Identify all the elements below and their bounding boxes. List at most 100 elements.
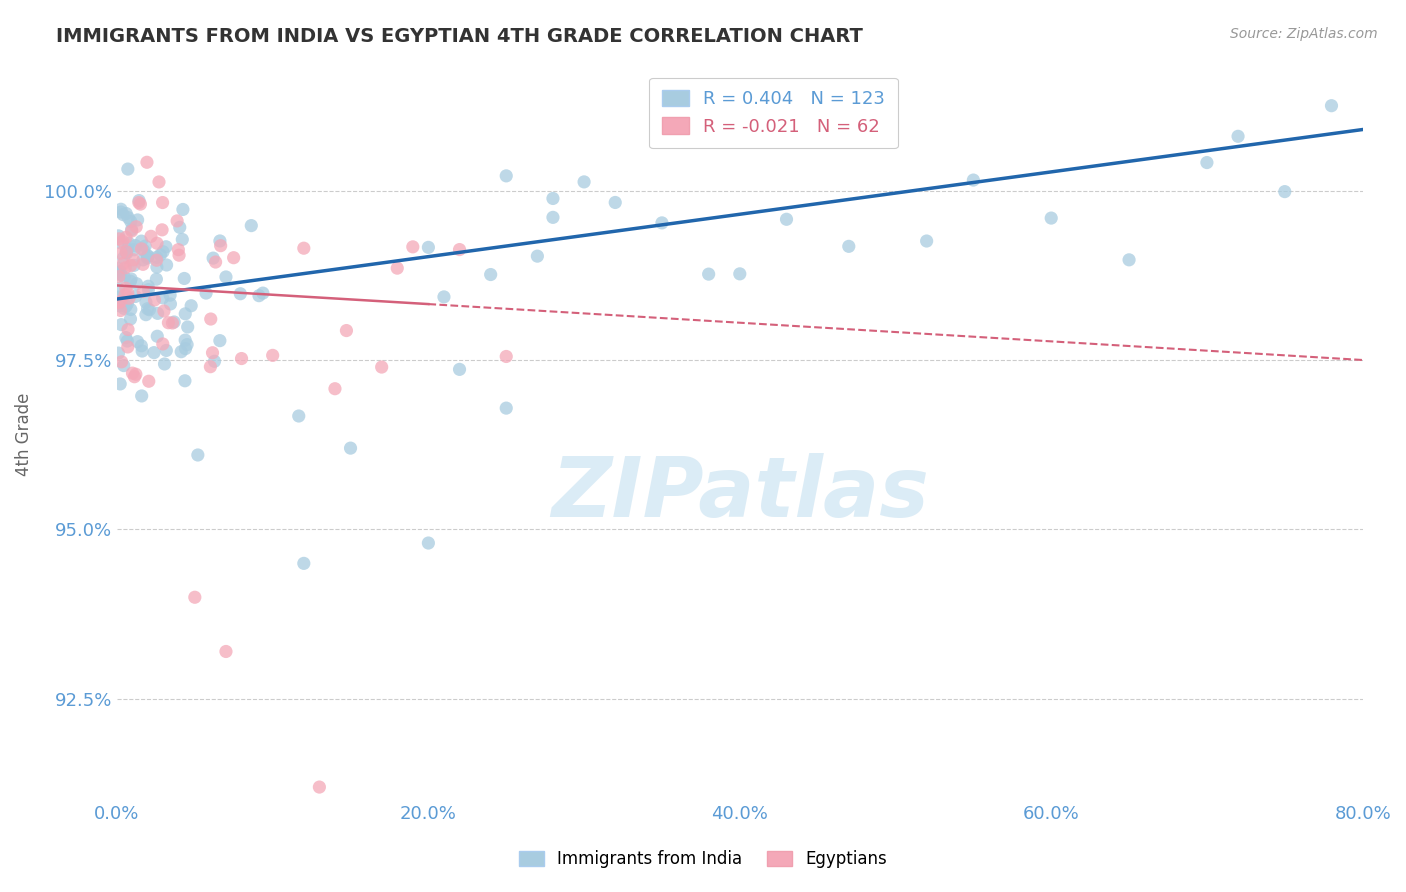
- Point: [131, 389, 153, 403]
- Point: [129, 197, 152, 211]
- Point: [1274, 185, 1296, 199]
- Point: [117, 162, 139, 177]
- Point: [152, 291, 174, 305]
- Point: [335, 324, 357, 338]
- Point: [136, 301, 159, 316]
- Point: [231, 351, 253, 366]
- Legend: Immigrants from India, Egyptians: Immigrants from India, Egyptians: [512, 844, 894, 875]
- Point: [208, 334, 231, 348]
- Point: [145, 253, 167, 268]
- Point: [143, 345, 166, 359]
- Point: [215, 269, 238, 284]
- Point: [120, 274, 142, 288]
- Point: [124, 238, 146, 252]
- Point: [775, 212, 797, 227]
- Point: [145, 251, 167, 265]
- Point: [115, 230, 138, 244]
- Point: [195, 286, 218, 301]
- Point: [174, 342, 197, 356]
- Point: [180, 299, 202, 313]
- Point: [132, 285, 155, 299]
- Point: [117, 242, 139, 256]
- Point: [170, 344, 193, 359]
- Point: [163, 315, 186, 329]
- Point: [1118, 252, 1140, 267]
- Point: [495, 169, 517, 183]
- Point: [108, 232, 131, 246]
- Point: [114, 288, 136, 302]
- Point: [120, 302, 142, 317]
- Point: [495, 401, 517, 416]
- Point: [117, 340, 139, 354]
- Point: [108, 376, 131, 391]
- Point: [110, 246, 132, 260]
- Point: [136, 249, 159, 263]
- Point: [247, 288, 270, 302]
- Point: [146, 260, 169, 274]
- Point: [136, 155, 159, 169]
- Point: [107, 261, 129, 276]
- Point: [173, 271, 195, 285]
- Point: [114, 281, 136, 295]
- Legend: R = 0.404   N = 123, R = -0.021   N = 62: R = 0.404 N = 123, R = -0.021 N = 62: [650, 78, 898, 148]
- Point: [107, 282, 129, 296]
- Point: [117, 285, 139, 300]
- Point: [162, 316, 184, 330]
- Point: [115, 246, 138, 260]
- Point: [146, 329, 169, 343]
- Point: [108, 299, 131, 313]
- Point: [252, 286, 274, 301]
- Point: [1227, 129, 1250, 144]
- Point: [122, 243, 145, 257]
- Point: [107, 228, 129, 243]
- Point: [145, 272, 167, 286]
- Point: [110, 268, 132, 282]
- Point: [339, 441, 361, 455]
- Point: [167, 243, 190, 257]
- Point: [122, 252, 145, 267]
- Point: [152, 337, 174, 351]
- Point: [159, 288, 181, 302]
- Point: [110, 205, 132, 219]
- Y-axis label: 4th Grade: 4th Grade: [15, 392, 32, 476]
- Point: [449, 243, 471, 257]
- Point: [240, 219, 263, 233]
- Point: [115, 299, 138, 313]
- Point: [117, 322, 139, 336]
- Point: [155, 343, 177, 358]
- Point: [131, 242, 153, 256]
- Point: [605, 195, 627, 210]
- Point: [177, 320, 200, 334]
- Point: [572, 175, 595, 189]
- Point: [167, 248, 190, 262]
- Point: [139, 229, 162, 244]
- Point: [370, 359, 392, 374]
- Point: [143, 293, 166, 307]
- Point: [132, 252, 155, 267]
- Point: [208, 234, 231, 248]
- Point: [125, 277, 148, 291]
- Point: [118, 291, 141, 305]
- Point: [402, 240, 425, 254]
- Point: [125, 219, 148, 234]
- Point: [526, 249, 548, 263]
- Point: [387, 261, 409, 276]
- Point: [200, 359, 222, 374]
- Point: [150, 223, 173, 237]
- Point: [155, 240, 177, 254]
- Point: [110, 318, 132, 332]
- Point: [115, 245, 138, 260]
- Point: [128, 195, 150, 210]
- Point: [433, 290, 456, 304]
- Point: [174, 333, 197, 347]
- Point: [114, 260, 136, 275]
- Point: [127, 213, 149, 227]
- Point: [1040, 211, 1063, 225]
- Point: [209, 238, 232, 252]
- Point: [115, 244, 138, 259]
- Point: [131, 339, 153, 353]
- Point: [124, 369, 146, 384]
- Point: [169, 220, 191, 235]
- Point: [479, 268, 502, 282]
- Point: [174, 374, 197, 388]
